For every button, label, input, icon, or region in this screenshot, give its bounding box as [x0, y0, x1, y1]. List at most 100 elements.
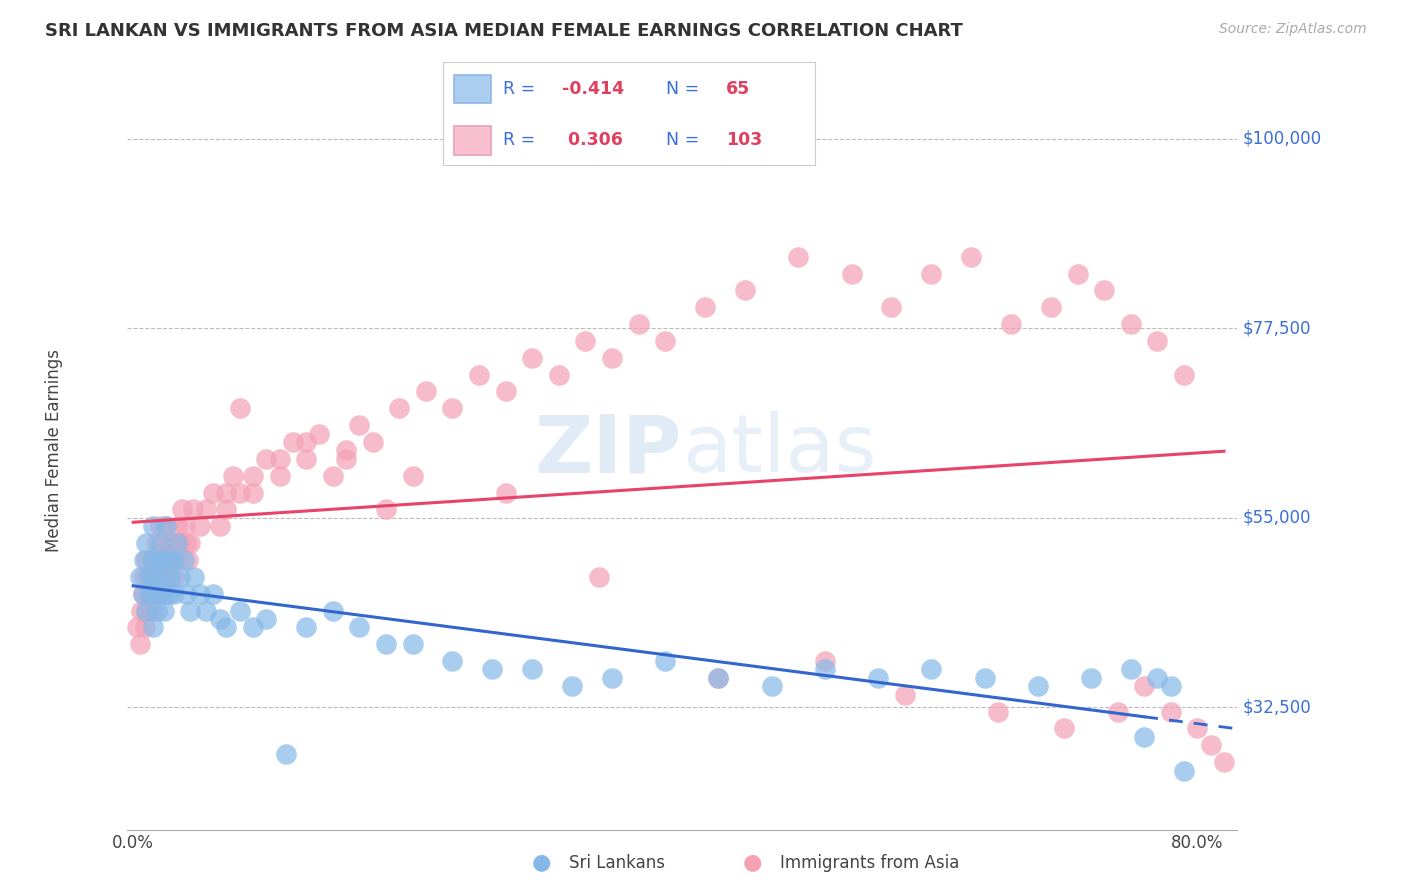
- Point: [215, 485, 238, 500]
- Point: [322, 468, 344, 483]
- Point: [973, 671, 995, 685]
- Point: [276, 747, 298, 761]
- Point: [163, 587, 186, 601]
- Point: [179, 603, 201, 617]
- Point: [254, 451, 277, 466]
- Point: [1199, 739, 1222, 753]
- Point: [707, 671, 730, 685]
- Point: [183, 570, 205, 584]
- Point: [242, 620, 264, 634]
- Point: [188, 519, 211, 533]
- Text: Source: ZipAtlas.com: Source: ZipAtlas.com: [1219, 22, 1367, 37]
- Point: [228, 485, 250, 500]
- Point: [149, 536, 172, 550]
- Point: [1119, 317, 1142, 331]
- Point: [134, 620, 156, 634]
- Point: [295, 620, 318, 634]
- Point: [987, 705, 1010, 719]
- Point: [588, 570, 610, 584]
- Text: 103: 103: [725, 131, 762, 149]
- Point: [374, 637, 396, 651]
- Point: [1053, 722, 1076, 736]
- Point: [208, 519, 231, 533]
- Point: [1187, 722, 1209, 736]
- Point: [1107, 705, 1129, 719]
- Point: [201, 587, 224, 601]
- Point: [176, 587, 198, 601]
- Point: [441, 654, 464, 668]
- Point: [152, 603, 174, 617]
- Point: [1066, 267, 1088, 281]
- Point: [1160, 705, 1182, 719]
- Point: [143, 570, 166, 584]
- Point: [152, 536, 174, 550]
- Point: [149, 587, 172, 601]
- Point: [495, 384, 517, 399]
- Point: [654, 654, 676, 668]
- Point: [1146, 334, 1168, 348]
- Point: [128, 570, 150, 584]
- Point: [814, 654, 837, 668]
- Point: [131, 587, 153, 601]
- Point: [1160, 679, 1182, 693]
- Point: [157, 536, 180, 550]
- Point: [135, 603, 157, 617]
- Point: [166, 536, 188, 550]
- Text: 65: 65: [725, 80, 751, 98]
- Text: R =: R =: [502, 131, 540, 149]
- Point: [335, 451, 357, 466]
- Point: [152, 553, 174, 567]
- Point: [156, 553, 179, 567]
- Point: [181, 502, 204, 516]
- Point: [388, 401, 411, 416]
- Point: [295, 451, 318, 466]
- Point: [155, 519, 177, 533]
- Point: [188, 587, 211, 601]
- Point: [242, 468, 264, 483]
- Text: N =: N =: [666, 131, 706, 149]
- Point: [547, 368, 569, 382]
- Point: [149, 519, 172, 533]
- Text: SRI LANKAN VS IMMIGRANTS FROM ASIA MEDIAN FEMALE EARNINGS CORRELATION CHART: SRI LANKAN VS IMMIGRANTS FROM ASIA MEDIA…: [45, 22, 963, 40]
- Point: [269, 468, 291, 483]
- Point: [179, 536, 201, 550]
- Point: [157, 587, 180, 601]
- Point: [146, 603, 169, 617]
- Point: [142, 620, 165, 634]
- Point: [228, 401, 250, 416]
- Text: ●: ●: [742, 853, 762, 872]
- Point: [495, 485, 517, 500]
- Point: [169, 570, 191, 584]
- Point: [322, 603, 344, 617]
- Point: [561, 679, 583, 693]
- Text: 0.306: 0.306: [562, 131, 623, 149]
- Point: [349, 418, 371, 433]
- Point: [242, 485, 264, 500]
- Point: [127, 620, 149, 634]
- Point: [138, 570, 160, 584]
- Point: [172, 502, 194, 516]
- Point: [150, 553, 173, 567]
- Point: [128, 637, 150, 651]
- Point: [165, 553, 187, 567]
- Point: [1213, 755, 1236, 769]
- Point: [138, 570, 160, 584]
- Point: [146, 570, 169, 584]
- Text: Median Female Earnings: Median Female Earnings: [45, 349, 63, 552]
- Point: [1146, 671, 1168, 685]
- Point: [135, 553, 157, 567]
- Text: $55,000: $55,000: [1243, 508, 1312, 527]
- Point: [1092, 284, 1115, 298]
- Point: [734, 284, 756, 298]
- Text: $32,500: $32,500: [1243, 698, 1312, 716]
- Point: [129, 603, 152, 617]
- Point: [374, 502, 396, 516]
- Text: ●: ●: [531, 853, 551, 872]
- Point: [142, 519, 165, 533]
- Text: -0.414: -0.414: [562, 80, 624, 98]
- Point: [441, 401, 464, 416]
- Point: [654, 334, 676, 348]
- Point: [574, 334, 596, 348]
- Point: [481, 663, 503, 677]
- Text: Immigrants from Asia: Immigrants from Asia: [780, 855, 960, 872]
